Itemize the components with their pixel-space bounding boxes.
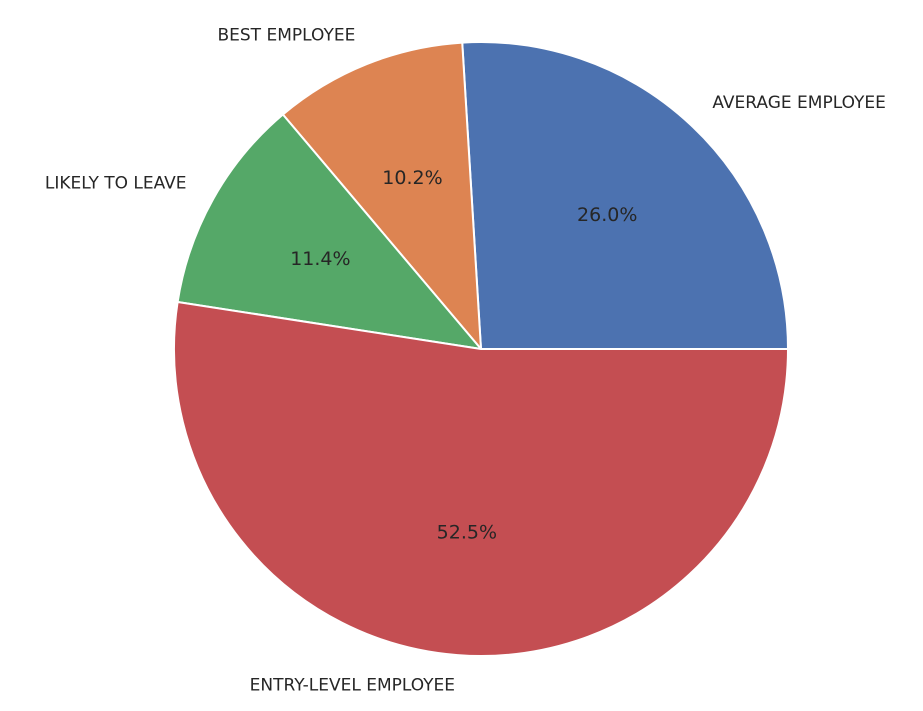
percentage-labels: 26.0% 10.2% 11.4% 52.5% [290, 167, 637, 544]
category-label-likely-to-leave: LIKELY TO LEAVE [45, 174, 187, 194]
pct-label-entry-level-employee: 52.5% [437, 522, 497, 544]
category-label-entry-level-employee: ENTRY-LEVEL EMPLOYEE [250, 676, 455, 696]
category-labels: AVERAGE EMPLOYEE BEST EMPLOYEE LIKELY TO L… [45, 26, 886, 696]
pie-slice-entry-level-employee [173, 300, 789, 657]
category-label-average-employee: AVERAGE EMPLOYEE [712, 93, 886, 113]
pie-slice-average-employee [461, 41, 789, 350]
category-label-best-employee: BEST EMPLOYEE [217, 26, 355, 46]
pct-label-best-employee: 10.2% [382, 167, 442, 189]
pie-slices [173, 41, 789, 657]
pct-label-likely-to-leave: 11.4% [290, 248, 350, 270]
pie-slice-best-employee [281, 41, 482, 350]
pct-label-average-employee: 26.0% [577, 204, 637, 226]
pie-slice-likely-to-leave [176, 113, 482, 350]
